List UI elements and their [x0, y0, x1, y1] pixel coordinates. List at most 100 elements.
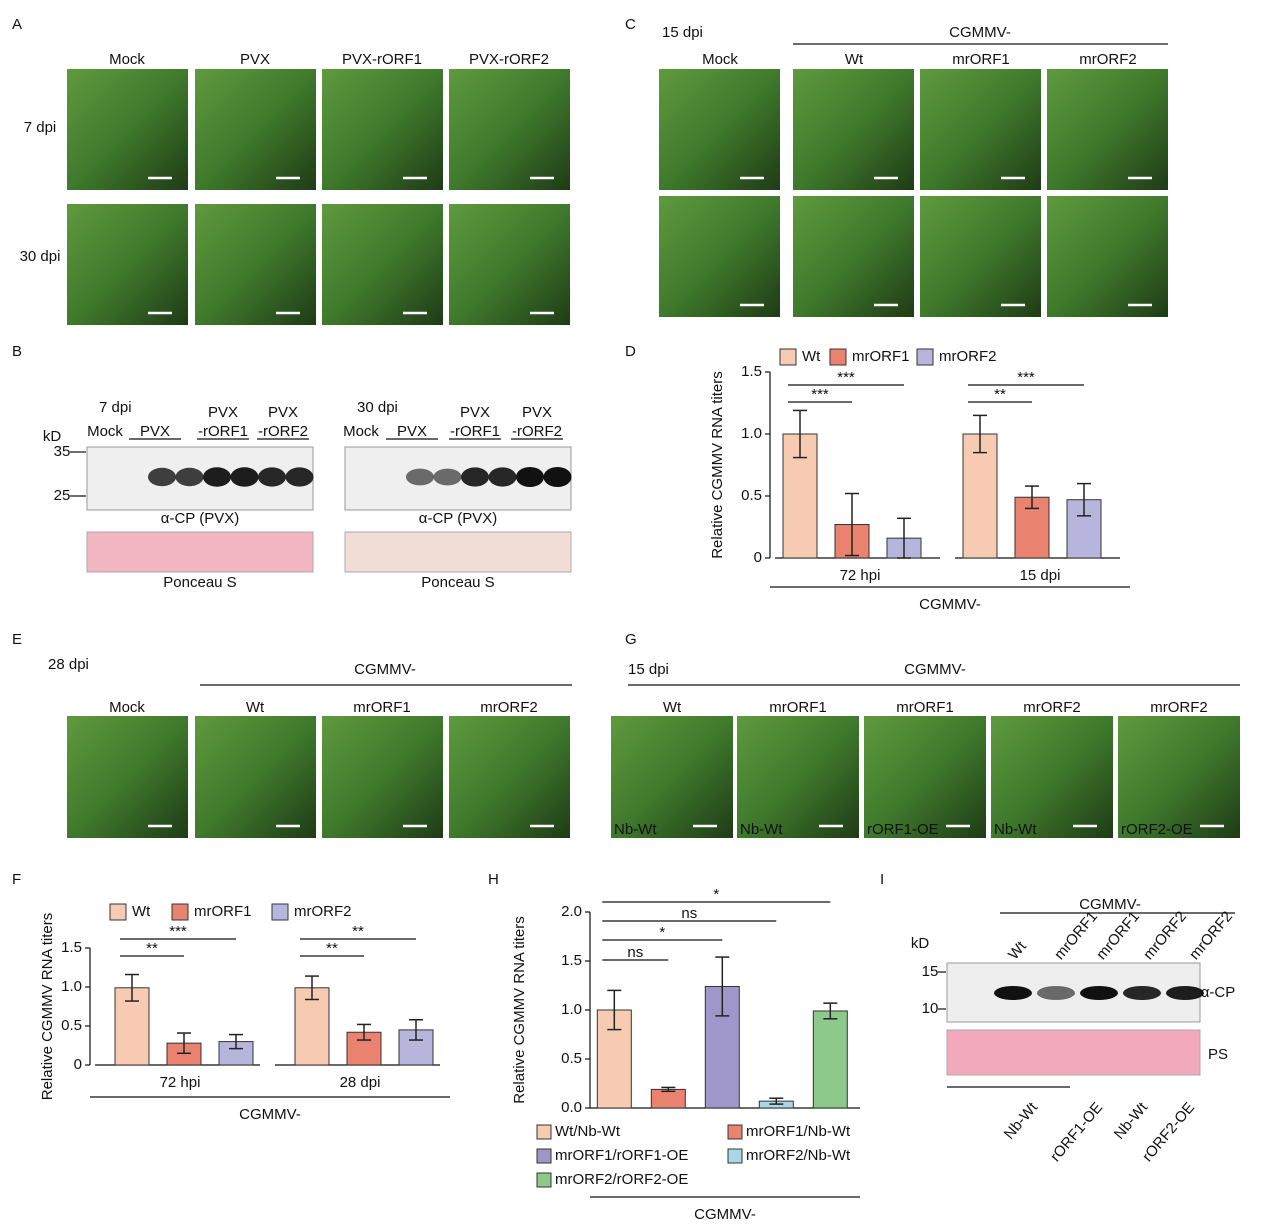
host-label: Nb-Wt	[1001, 1099, 1042, 1143]
photo	[793, 196, 914, 317]
lane-label: mrORF2	[1186, 908, 1236, 963]
x-tick-label: 15 dpi	[1020, 567, 1061, 584]
lane-label: -rORF2	[512, 423, 562, 440]
significance-label: ***	[811, 386, 829, 403]
photo	[659, 69, 780, 190]
y-axis-label: Relative CGMMV RNA titers	[511, 916, 528, 1104]
host-label: Nb-Wt	[994, 821, 1037, 838]
photo	[195, 204, 316, 325]
stain-label: Ponceau S	[421, 574, 494, 591]
lane-label: mrORF1	[1051, 908, 1101, 963]
y-tick-label: 1.0	[61, 978, 82, 995]
column-label: mrORF1	[896, 699, 954, 716]
y-tick-label: 1.0	[561, 1001, 582, 1018]
lane-label: Wt	[1005, 938, 1030, 964]
column-label: mrORF2	[480, 699, 538, 716]
photo	[659, 196, 780, 317]
legend-swatch	[536, 1172, 552, 1188]
lane-label: PVX	[208, 404, 238, 421]
legend-label: mrORF2/rORF2-OE	[555, 1171, 688, 1188]
marker-label: 25	[54, 487, 71, 504]
photo	[322, 69, 443, 190]
lane-label: -rORF1	[450, 423, 500, 440]
legend-label: Wt/Nb-Wt	[555, 1123, 621, 1140]
legend-swatch	[727, 1124, 743, 1140]
column-label: Wt	[246, 699, 265, 716]
panel-label: A	[12, 16, 22, 33]
antibody-label: α-CP (PVX)	[161, 510, 239, 527]
host-label: rORF2-OE	[1121, 821, 1193, 838]
band	[175, 467, 204, 487]
y-tick-label: 1.5	[561, 952, 582, 969]
band	[543, 467, 572, 487]
photo	[322, 204, 443, 325]
band	[461, 467, 489, 487]
time-label: 15 dpi	[628, 661, 669, 678]
group-label: CGMMV-	[239, 1106, 301, 1123]
column-label: Mock	[109, 699, 145, 716]
band	[433, 468, 462, 486]
y-tick-label: 1.0	[741, 425, 762, 442]
y-tick-label: 0.5	[561, 1050, 582, 1067]
legend-label: mrORF2	[294, 903, 352, 920]
legend-swatch	[109, 903, 127, 921]
column-label: mrORF1	[952, 51, 1010, 68]
column-label: Mock	[702, 51, 738, 68]
y-axis-label: Relative CGMMV RNA titers	[709, 371, 726, 559]
photo	[737, 716, 859, 838]
legend-swatch	[536, 1124, 552, 1140]
column-label: Wt	[845, 51, 864, 68]
y-tick-label: 0	[74, 1056, 82, 1073]
panel-label: B	[12, 343, 22, 360]
ponceau	[344, 531, 572, 573]
host-label: Nb-Wt	[740, 821, 783, 838]
column-label: Mock	[109, 51, 145, 68]
significance-label: **	[352, 923, 364, 940]
significance-label: *	[713, 886, 719, 903]
marker-label: 35	[54, 443, 71, 460]
lane-label: -rORF1	[198, 423, 248, 440]
band	[1123, 986, 1161, 1000]
panel-label: H	[488, 871, 499, 888]
column-label: PVX	[240, 51, 270, 68]
group-label: CGMMV-	[904, 661, 966, 678]
group-label: CGMMV-	[1079, 896, 1141, 913]
legend-swatch	[916, 348, 934, 366]
significance-label: **	[994, 386, 1006, 403]
significance-label: ns	[627, 944, 643, 961]
y-tick-label: 0	[754, 549, 762, 566]
photo	[991, 716, 1113, 838]
band	[1037, 986, 1075, 1000]
band	[258, 467, 286, 487]
antibody-label: α-CP	[1201, 984, 1236, 1001]
lane-label: -rORF2	[258, 423, 308, 440]
lane-label: mrORF2	[1140, 908, 1190, 963]
band	[1080, 986, 1118, 1000]
column-label: mrORF1	[353, 699, 411, 716]
bar	[294, 987, 330, 1066]
column-label: mrORF2	[1150, 699, 1208, 716]
photo	[449, 716, 570, 838]
band	[1166, 986, 1204, 1000]
legend-swatch	[171, 903, 189, 921]
column-label: mrORF1	[769, 699, 827, 716]
legend-swatch	[271, 903, 289, 921]
photo	[1118, 716, 1240, 838]
kd-label: kD	[911, 935, 930, 952]
legend-swatch	[536, 1148, 552, 1164]
panel-label: I	[880, 871, 884, 888]
y-axis-label: Relative CGMMV RNA titers	[39, 913, 56, 1101]
photo	[611, 716, 733, 838]
y-tick-label: 2.0	[561, 903, 582, 920]
photo	[449, 69, 570, 190]
stain-label: PS	[1208, 1046, 1228, 1063]
significance-label: ns	[681, 905, 697, 922]
y-tick-label: 1.5	[61, 939, 82, 956]
ponceau	[86, 531, 314, 573]
group-label: CGMMV-	[694, 1206, 756, 1223]
host-label: Nb-Wt	[614, 821, 657, 838]
time-label: 7 dpi	[99, 399, 132, 416]
photo	[864, 716, 986, 838]
photo	[449, 204, 570, 325]
